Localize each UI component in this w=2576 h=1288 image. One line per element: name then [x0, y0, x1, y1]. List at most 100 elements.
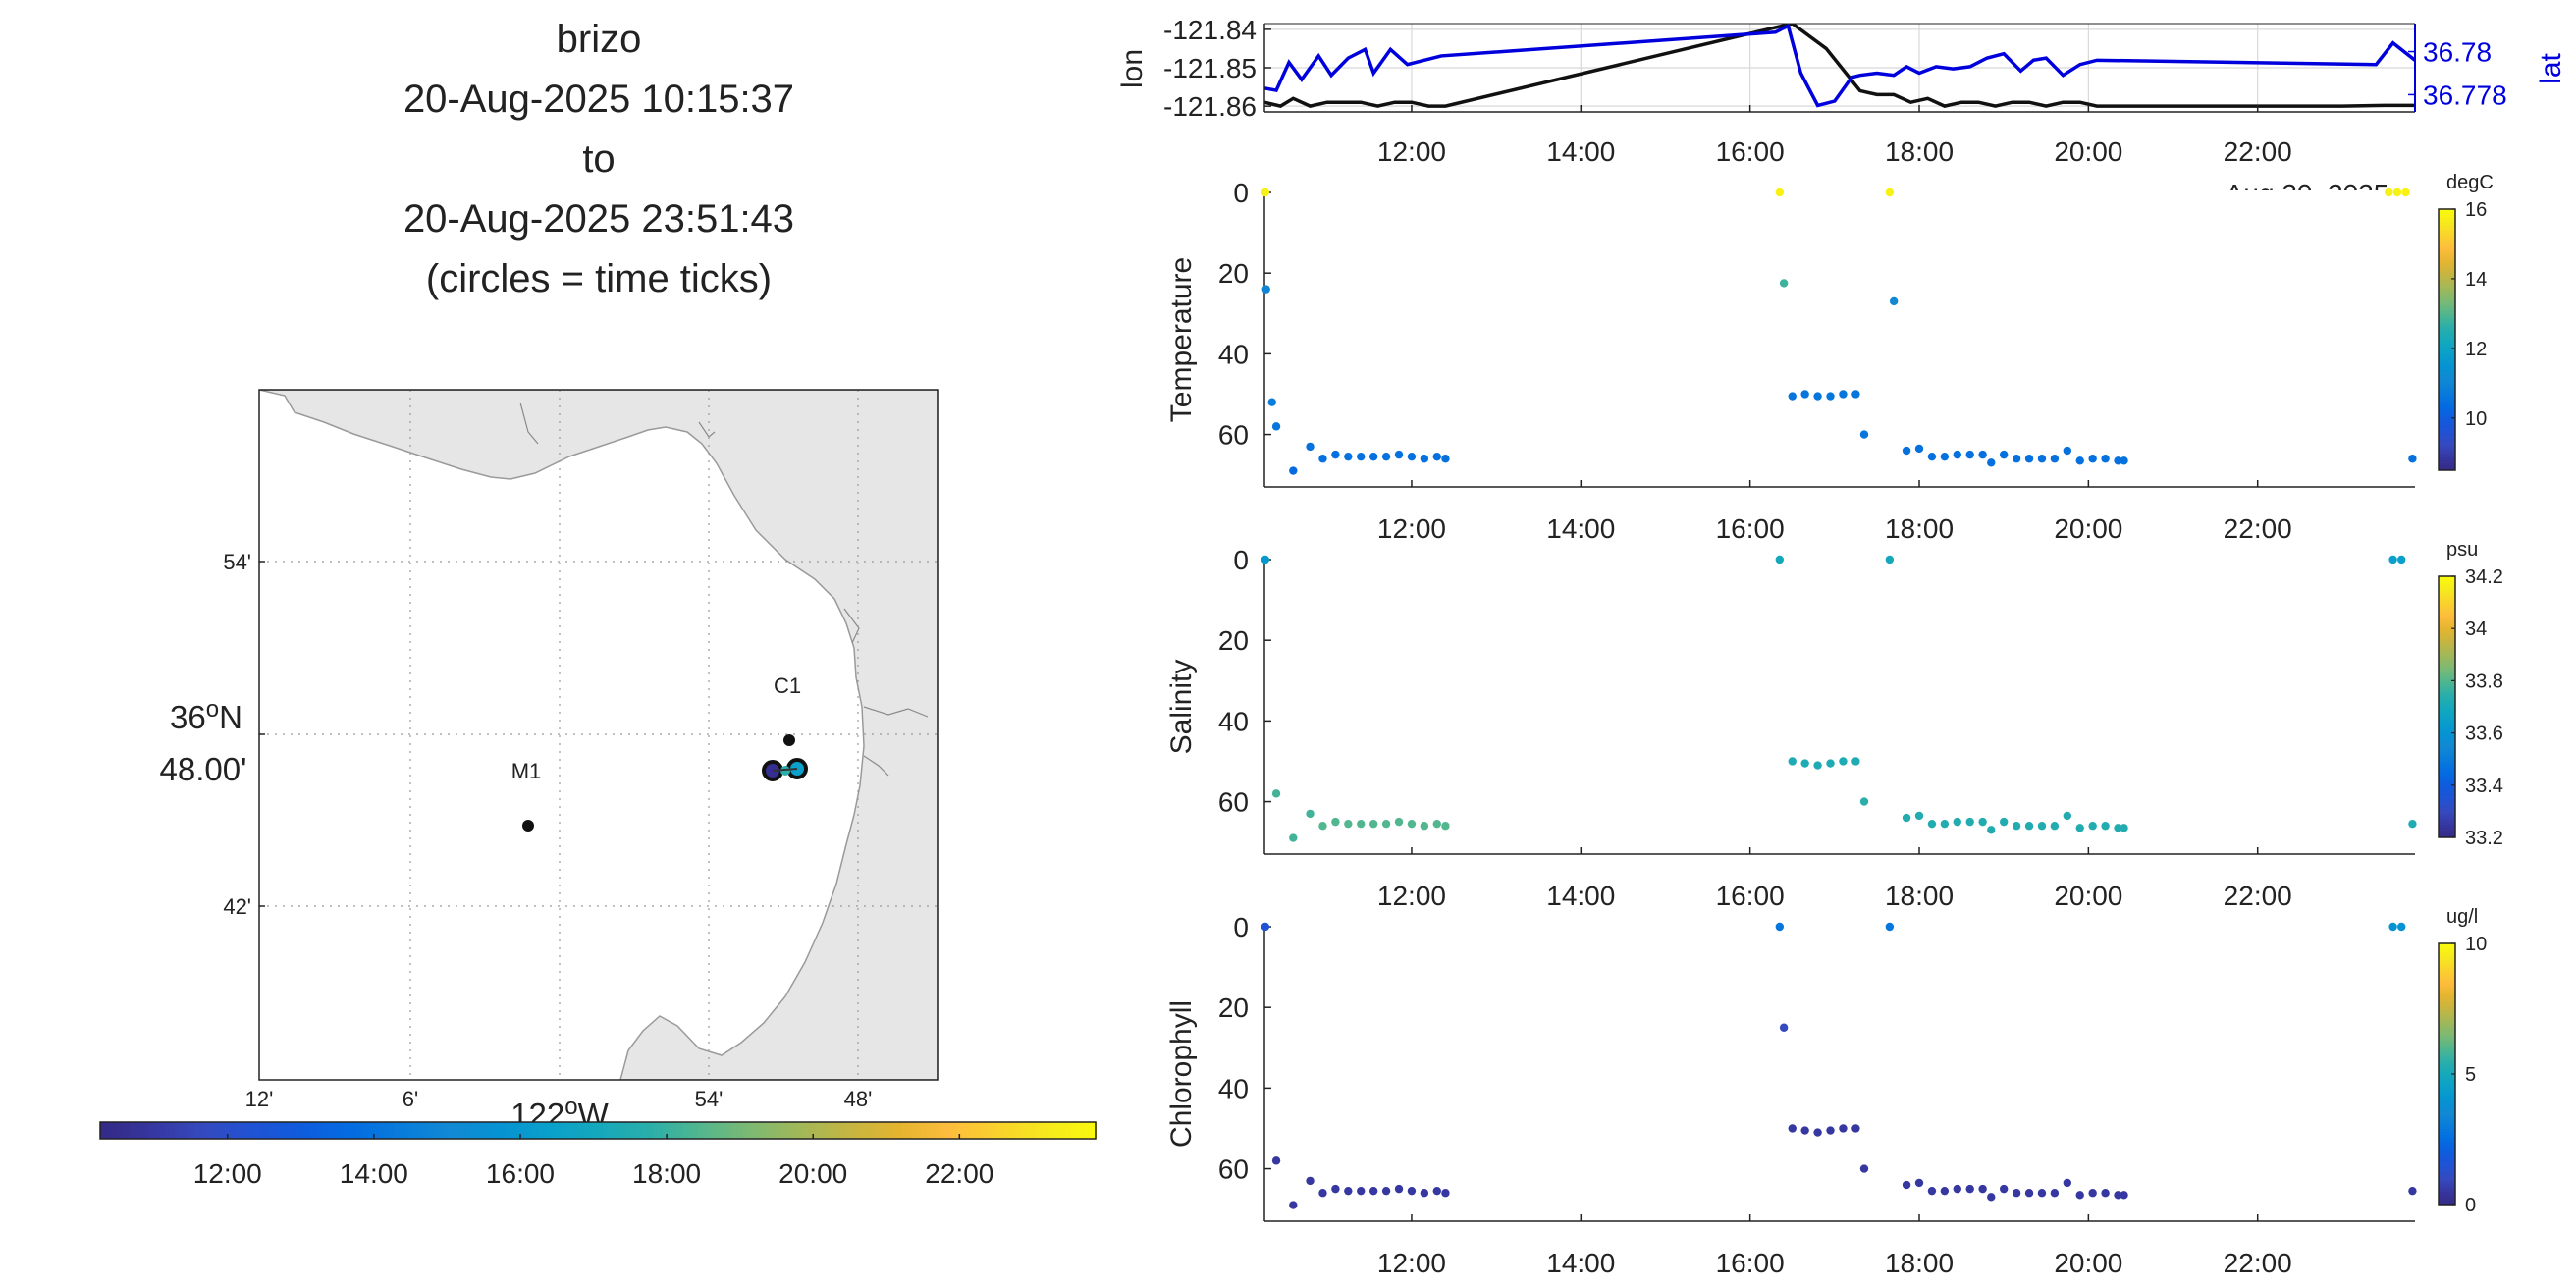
colorbar-segment	[294, 1122, 300, 1139]
colorbar-segment	[682, 1122, 689, 1139]
x-tick-label: 12:00	[1377, 1248, 1446, 1278]
colorbar-segment	[667, 1122, 674, 1139]
colorbar-segment	[289, 1122, 295, 1139]
colorbar-segment	[2439, 307, 2455, 312]
lat-tick-label: 54'	[223, 550, 251, 574]
x-tick-label: 22:00	[2224, 136, 2292, 167]
station-label: M1	[511, 759, 542, 783]
colorbar-segment	[2439, 1183, 2455, 1187]
colorbar-segment	[2439, 274, 2455, 278]
data-points	[1261, 555, 2417, 842]
colorbar-segment	[2439, 648, 2455, 653]
colorbar-segment	[647, 1122, 654, 1139]
colorbar-segment	[100, 1122, 107, 1139]
colorbar-segment	[2439, 1172, 2455, 1177]
colorbar-segment	[2439, 331, 2455, 336]
colorbar-segment	[613, 1122, 619, 1139]
colorbar-segment	[358, 1122, 365, 1139]
data-point	[1987, 826, 1996, 834]
colorbar-segment	[2439, 1136, 2455, 1140]
colorbar-segment	[2439, 635, 2455, 640]
lon-tick-label: 12'	[245, 1087, 274, 1111]
data-point	[2397, 555, 2406, 564]
data-point	[2392, 188, 2402, 197]
colorbar-segment	[2439, 994, 2455, 999]
colorbar-segment	[383, 1122, 391, 1139]
data-point	[1953, 817, 1961, 827]
colorbar-segment	[916, 1122, 923, 1139]
colorbar-segment	[2439, 399, 2455, 403]
colorbar-segment	[2439, 682, 2455, 687]
colorbar-segment	[2439, 402, 2455, 405]
map-content	[259, 390, 938, 1080]
data-point	[1987, 458, 1996, 467]
colorbar-segment	[2439, 1005, 2455, 1009]
data-point	[1902, 446, 1911, 456]
data-point	[1999, 817, 2009, 827]
data-point	[1826, 759, 1835, 768]
y-tick-label: 60	[1218, 1154, 1249, 1185]
colorbar-segment	[1036, 1122, 1043, 1139]
colorbar-tick-label: 18:00	[632, 1158, 701, 1189]
data-point	[1859, 430, 1869, 439]
colorbar-segment	[2439, 1052, 2455, 1056]
colorbar-segment	[757, 1122, 764, 1139]
river	[863, 706, 929, 718]
data-point	[1965, 1184, 1974, 1194]
colorbar-segment	[2439, 357, 2455, 361]
colorbar-segment	[2439, 427, 2455, 432]
colorbar-segment	[2439, 808, 2455, 812]
data-point	[1978, 817, 1987, 827]
data-point	[2120, 1191, 2128, 1200]
colorbar-segment	[2439, 821, 2455, 826]
colorbar-segment	[2439, 1031, 2455, 1036]
colorbar-segment	[468, 1122, 475, 1139]
colorbar-segment	[796, 1122, 803, 1139]
x-tick-label: 18:00	[1885, 881, 1954, 911]
colorbar-segment	[986, 1122, 993, 1139]
colorbar-segment	[349, 1122, 355, 1139]
colorbar-frame	[2438, 208, 2456, 471]
colorbar-segment	[2439, 394, 2455, 399]
colorbar-segment	[2439, 1049, 2455, 1054]
colorbar-segment	[2439, 646, 2455, 650]
colorbar-segment	[896, 1122, 903, 1139]
colorbar-segment	[2439, 362, 2455, 367]
colorbar-segment	[2439, 1013, 2455, 1017]
data-point	[1331, 1184, 1340, 1194]
colorbar-segment	[2439, 745, 2455, 750]
colorbar-segment	[2439, 443, 2455, 448]
colorbar-segment	[2439, 1193, 2455, 1198]
y-tick-label: 20	[1218, 625, 1249, 656]
data-point	[2037, 1189, 2047, 1198]
plot-title: brizo 20-Aug-2025 10:15:37 to 20-Aug-202…	[245, 10, 952, 309]
colorbar-segment	[373, 1122, 380, 1139]
colorbar-segment	[324, 1122, 331, 1139]
colorbar-segment	[2439, 247, 2455, 252]
colorbar-segment	[950, 1122, 958, 1139]
colorbar-segment	[473, 1122, 480, 1139]
colorbar-segment	[747, 1122, 754, 1139]
colorbar-segment	[2439, 993, 2455, 996]
colorbar-segment	[2439, 250, 2455, 254]
data-point	[2012, 1189, 2021, 1198]
data-point	[2114, 824, 2122, 832]
colorbar-segment	[2439, 685, 2455, 689]
colorbar-segment	[2439, 211, 2455, 215]
colorbar-segment	[2439, 370, 2455, 375]
data-point	[2088, 1189, 2097, 1198]
colorbar-segment	[801, 1122, 808, 1139]
colorbar-segment	[483, 1122, 490, 1139]
colorbar-segment	[2439, 449, 2455, 453]
colorbar-tick-label: 12	[2465, 339, 2487, 360]
colorbar-segment	[881, 1122, 888, 1139]
colorbar-segment	[2439, 1169, 2455, 1174]
x-tick-label: 18:00	[1885, 513, 1954, 544]
colorbar-units: degC	[2446, 172, 2494, 193]
colorbar-segment	[2439, 328, 2455, 333]
colorbar-segment	[110, 1122, 117, 1139]
colorbar-segment	[2439, 1144, 2455, 1148]
x-tick-label: 22:00	[2224, 881, 2292, 911]
colorbar-segment	[394, 1122, 401, 1139]
